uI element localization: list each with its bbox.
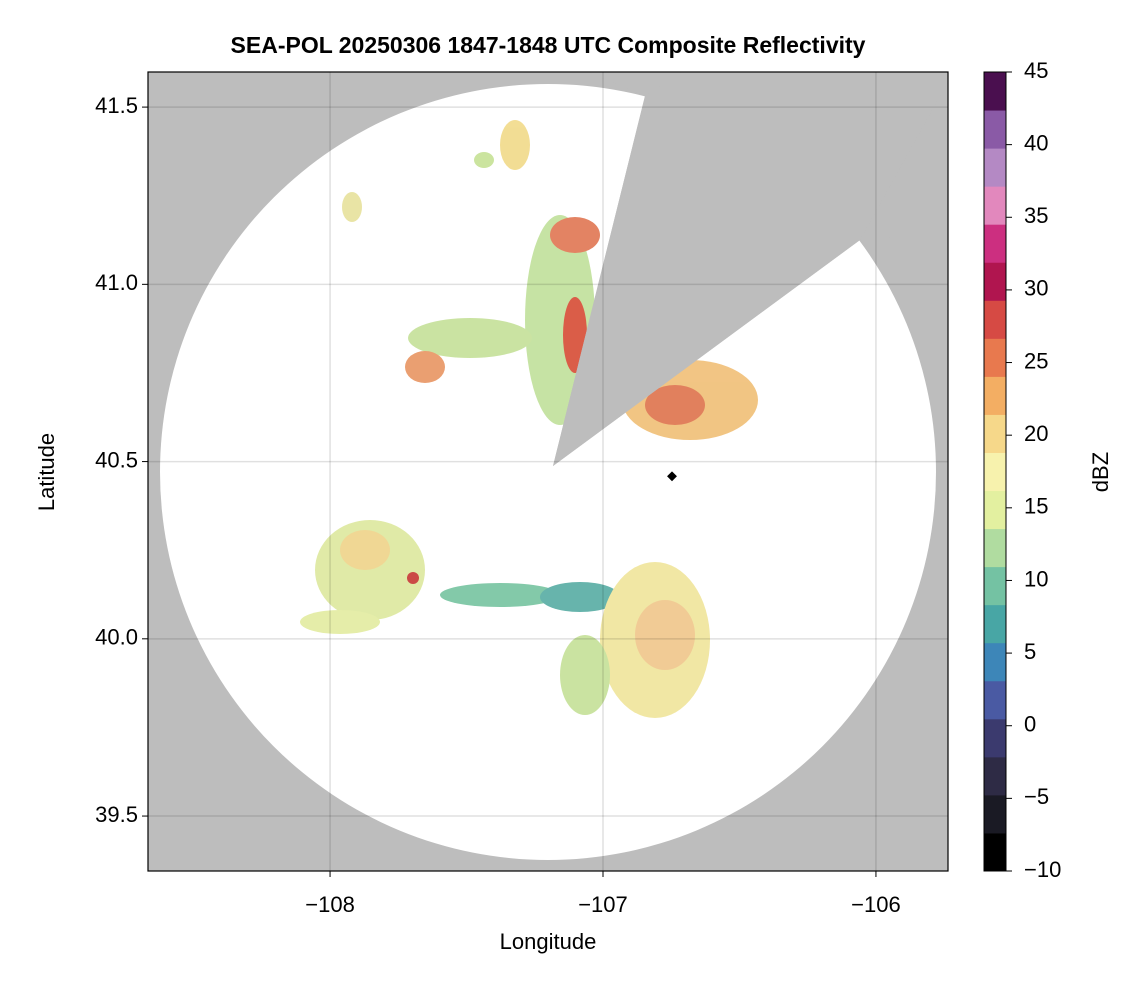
y-tick-label: 40.5 [95, 447, 138, 472]
colorbar-tick-label: 45 [1024, 58, 1048, 83]
x-tick-label: −107 [578, 892, 628, 917]
echo [408, 318, 532, 358]
colorbar-tick-label: −5 [1024, 784, 1049, 809]
colorbar-tick-label: −10 [1024, 857, 1061, 882]
colorbar-frame [983, 71, 1007, 872]
y-tick-label: 41.5 [95, 93, 138, 118]
echo [407, 572, 419, 584]
colorbar-band [984, 756, 1006, 796]
colorbar-band [984, 262, 1006, 301]
colorbar-tick-label: 25 [1024, 348, 1048, 373]
echo [560, 635, 610, 715]
colorbar-tick-label: 40 [1024, 130, 1048, 155]
chart-title: SEA-POL 20250306 1847-1848 UTC Composite… [231, 32, 866, 58]
echo [550, 217, 600, 253]
echo [440, 583, 560, 607]
y-axis-label: Latitude [34, 433, 59, 511]
y-tick-label: 39.5 [95, 802, 138, 827]
colorbar-band [984, 224, 1006, 263]
echo [300, 610, 380, 634]
echo [500, 120, 530, 170]
y-tick-label: 40.0 [95, 625, 138, 650]
colorbar-band [984, 604, 1006, 644]
colorbar-tick-label: 30 [1024, 276, 1048, 301]
plot-area [148, 72, 948, 871]
colorbar-tick-label: 5 [1024, 639, 1036, 664]
colorbar-tick-label: 20 [1024, 421, 1048, 446]
echo [405, 351, 445, 383]
colorbar-tick-label: 0 [1024, 712, 1036, 737]
echo [342, 192, 362, 222]
echo [340, 530, 390, 570]
colorbar-band [984, 376, 1006, 415]
x-tick-label: −106 [851, 892, 901, 917]
blocked-sector [553, 72, 948, 466]
colorbar-band [984, 718, 1006, 758]
colorbar-band [984, 642, 1006, 682]
colorbar-band [984, 566, 1006, 606]
colorbar-band [984, 452, 1006, 492]
x-tick-label: −108 [305, 892, 355, 917]
colorbar-tick-label: 35 [1024, 203, 1048, 228]
y-tick-label: 41.0 [95, 270, 138, 295]
colorbar-band [984, 414, 1006, 453]
echo [540, 582, 620, 612]
colorbar-label: dBZ [1088, 452, 1113, 492]
radar-site [667, 471, 677, 482]
colorbar-band [984, 794, 1006, 834]
colorbar-band [984, 490, 1006, 530]
plot-frame [147, 71, 949, 872]
colorbar-band [984, 72, 1006, 111]
echo [474, 152, 494, 168]
x-axis-label: Longitude [500, 929, 597, 954]
colorbar-band [984, 148, 1006, 187]
colorbar-band [984, 300, 1006, 339]
colorbar-band [984, 110, 1006, 149]
colorbar-band [984, 338, 1006, 377]
colorbar-band [984, 186, 1006, 225]
colorbar-band [984, 832, 1006, 872]
colorbar-tick-label: 15 [1024, 494, 1048, 519]
echo [635, 600, 695, 670]
colorbar-tick-label: 10 [1024, 566, 1048, 591]
colorbar-band [984, 528, 1006, 568]
echo [645, 385, 705, 425]
colorbar-band [984, 680, 1006, 720]
